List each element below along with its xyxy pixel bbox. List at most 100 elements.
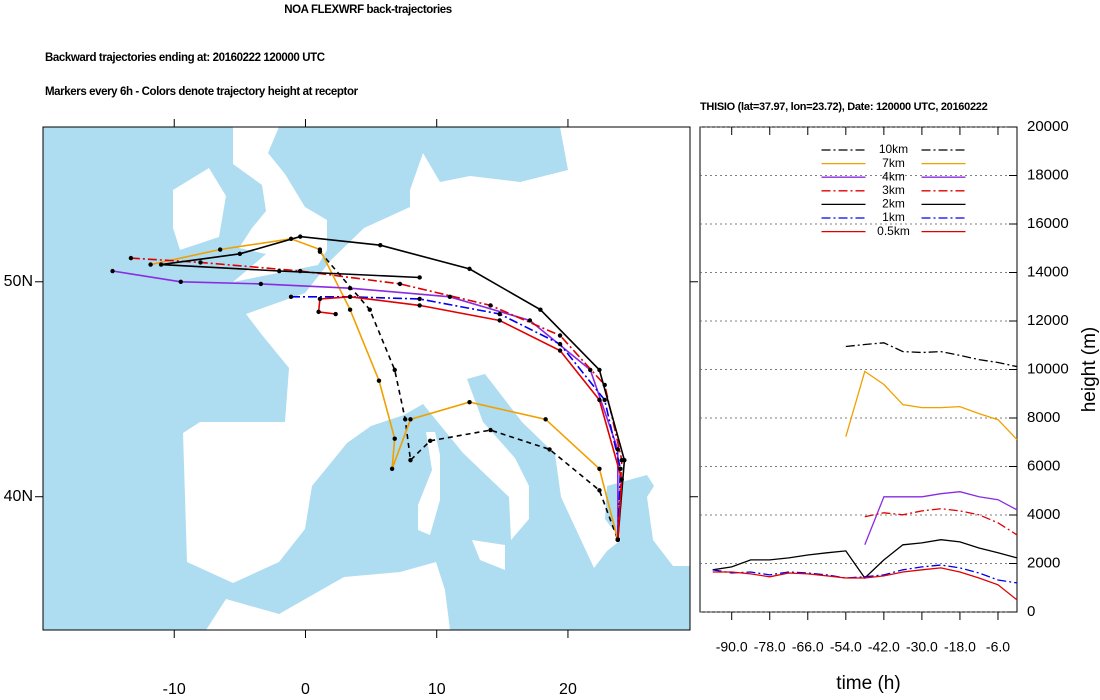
marker [392,436,397,441]
legend-label: 3km [882,183,905,197]
marker [618,466,623,471]
x-tick-label: -30.0 [906,639,938,655]
marker [217,247,223,252]
marker [110,268,115,274]
y-tick-label: 8000 [1027,409,1060,426]
legend-label: 1km [882,210,905,224]
marker [602,382,607,388]
ireland [173,168,226,250]
map-frame [42,126,691,631]
y-tick-label: 6000 [1027,457,1060,474]
marker [347,307,353,312]
series-line [712,567,1018,601]
y-tick-label: 0 [1027,603,1035,620]
marker [547,447,552,452]
marker [417,296,422,302]
series-line [845,370,1018,441]
x-tick-label: -90.0 [716,639,748,655]
legend-label: 10km [879,142,908,156]
marker [557,333,563,338]
marker [378,243,383,248]
marker [397,281,403,287]
marker [557,348,563,353]
marker [597,367,602,373]
legend-label: 2km [882,197,905,211]
corsica-sardinia [418,432,440,535]
marker [408,417,413,422]
y-axis-title: height (m) [1079,327,1100,413]
trajectories [110,234,627,542]
marker [128,255,134,261]
marker [408,457,413,463]
plot-frame [699,126,1018,613]
marker [527,318,533,323]
x-tick-label: 0 [301,681,310,698]
marker [298,268,303,274]
chart-title: THISIO (lat=37.97, lon=23.72), Date: 120… [700,101,988,113]
marker [538,307,543,312]
marker [392,367,397,373]
marker [367,307,372,312]
map-background [43,127,690,630]
marker [347,286,353,291]
x-tick-label: -42.0 [868,639,900,655]
y-tick-label: 10000 [1027,360,1069,377]
x-tick-label: -78.0 [754,639,786,655]
x-tick-label: -54.0 [830,639,862,655]
y-tick-label: 16000 [1027,215,1069,232]
marker [488,303,493,308]
y-tick-label: 20000 [1027,118,1069,135]
africa [206,562,450,630]
x-axis-title: time (h) [836,673,900,694]
legend-label: 4km [882,169,905,183]
page-title: NOA FLEXWRF back-trajectories [284,4,452,16]
marker [447,294,453,300]
subtitle: Backward trajectories ending at: 2016022… [45,52,325,64]
marker [622,457,627,463]
series-line [845,342,1018,368]
marker [288,236,294,241]
x-tick-label: 10 [428,681,446,698]
marker [417,303,422,308]
y-tick-label: 14000 [1027,263,1069,280]
marker [417,275,422,280]
marker [158,262,164,267]
marker [497,311,502,317]
marker [277,268,282,274]
marker [467,399,472,405]
marker [615,537,621,542]
marker [543,417,548,422]
x-tick-label: -10 [163,681,186,698]
marker [347,294,353,300]
marker [288,294,294,300]
marker [488,427,493,433]
y-tick-label: 40N [4,488,33,505]
marker [427,438,433,444]
continent [183,127,690,583]
marker [376,378,382,383]
marker [557,341,563,347]
y-tick-label: 2000 [1027,554,1060,571]
marker [148,262,153,267]
y-tick-label: 18000 [1027,166,1069,183]
marker [298,234,303,239]
trajectory [317,295,623,540]
y-tick-label: 4000 [1027,506,1060,523]
x-tick-label: -66.0 [792,639,824,655]
marker [467,266,472,272]
series-line [712,564,1018,584]
marker [497,318,502,323]
marker [615,447,621,452]
trajectory [291,296,622,540]
marker [237,251,243,257]
marker [317,296,323,302]
marker [619,477,624,482]
marker [602,397,607,403]
marker [389,466,395,471]
series-line [864,508,1018,536]
series-line [712,539,1018,579]
sicily [472,540,505,570]
y-tick-label: 12000 [1027,312,1069,329]
x-tick-label: 20 [559,681,577,698]
